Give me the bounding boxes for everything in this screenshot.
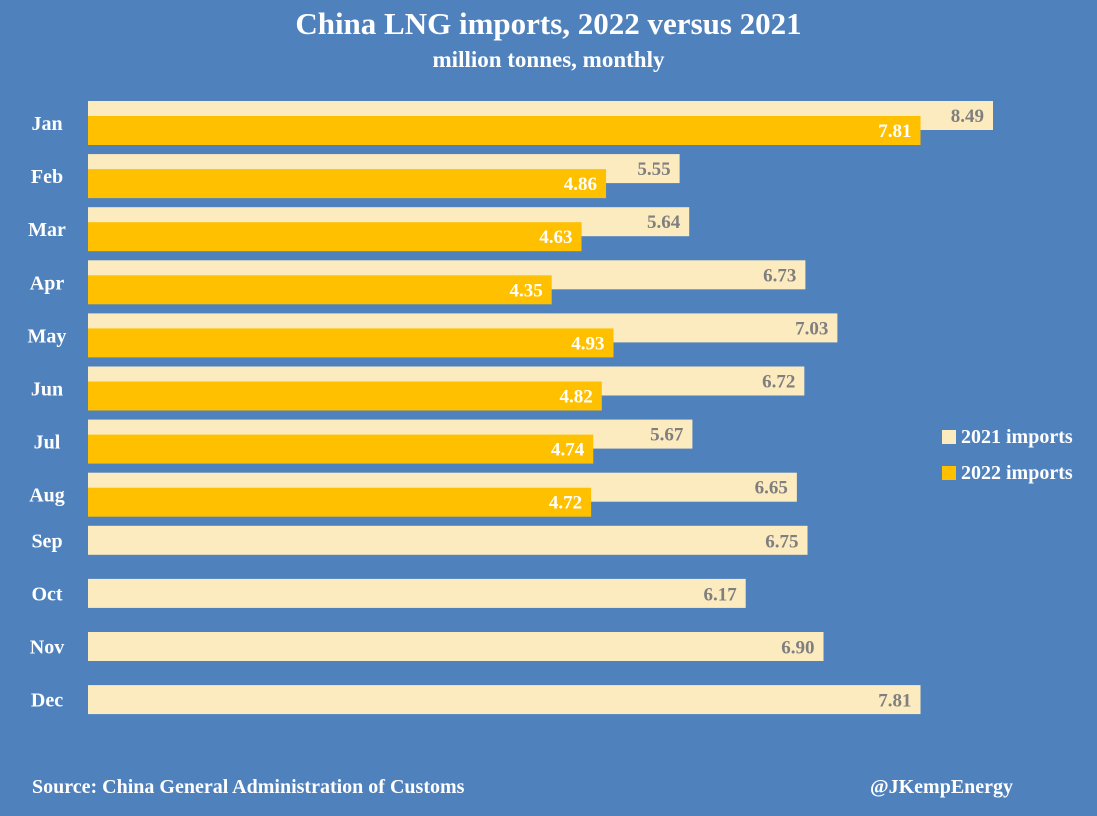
category-label-jul: Jul <box>34 432 61 454</box>
legend-item-2021: 2021 imports <box>942 419 1073 455</box>
data-label-2022-apr: 4.35 <box>509 280 542 301</box>
data-label-2022-jul: 4.74 <box>551 440 585 461</box>
category-label-apr: Apr <box>30 272 65 294</box>
category-label-mar: Mar <box>28 219 66 241</box>
data-label-2021-apr: 6.73 <box>763 265 796 286</box>
source-note: Source: China General Administration of … <box>32 776 465 798</box>
bar-2021-nov <box>88 632 824 661</box>
bar-2022-feb <box>88 169 607 199</box>
data-label-2021-jul: 5.67 <box>650 425 684 446</box>
data-label-2021-jun: 6.72 <box>762 372 795 393</box>
data-label-2021-dec: 7.81 <box>878 691 911 712</box>
bar-2021-sep <box>88 525 808 555</box>
category-label-nov: Nov <box>30 637 64 659</box>
bar-2022-aug <box>88 487 592 517</box>
data-label-2021-jan: 8.49 <box>951 106 984 127</box>
bar-2022-mar <box>88 222 582 252</box>
bar-2022-jul <box>88 434 594 464</box>
data-label-2021-sep: 6.75 <box>765 531 798 552</box>
legend: 2021 imports 2022 imports <box>942 419 1073 491</box>
legend-swatch-2022 <box>942 466 956 480</box>
category-label-jun: Jun <box>31 379 63 401</box>
data-label-2022-aug: 4.72 <box>549 493 582 514</box>
data-label-2021-mar: 5.64 <box>647 212 681 233</box>
data-label-2021-may: 7.03 <box>795 318 828 339</box>
category-label-may: May <box>28 325 67 347</box>
legend-label-2021: 2021 imports <box>961 425 1073 448</box>
data-label-2021-oct: 6.17 <box>703 584 737 605</box>
bar-2022-jun <box>88 381 602 411</box>
chart-title: China LNG imports, 2022 versus 2021 <box>295 6 802 41</box>
legend-label-2022: 2022 imports <box>961 461 1073 484</box>
data-label-2022-feb: 4.86 <box>564 174 597 195</box>
data-label-2022-may: 4.93 <box>571 333 604 354</box>
bar-2021-dec <box>88 685 921 715</box>
bar-2022-may <box>88 328 614 358</box>
category-label-jan: Jan <box>31 113 62 135</box>
data-label-2022-jun: 4.82 <box>560 387 593 408</box>
category-label-aug: Aug <box>29 485 65 507</box>
bar-2022-jan <box>88 116 921 145</box>
category-label-sep: Sep <box>31 530 62 552</box>
category-label-dec: Dec <box>31 690 63 712</box>
category-label-feb: Feb <box>31 166 63 188</box>
legend-item-2022: 2022 imports <box>942 455 1073 491</box>
bar-2022-apr <box>88 275 552 305</box>
chart-subtitle: million tonnes, monthly <box>432 47 665 72</box>
data-label-2021-aug: 6.65 <box>755 478 788 499</box>
bar-2021-oct <box>88 578 746 608</box>
data-label-2021-nov: 6.90 <box>781 638 814 659</box>
author-handle: @JKempEnergy <box>870 776 1014 798</box>
legend-swatch-2021 <box>942 430 956 444</box>
data-label-2022-mar: 4.63 <box>539 227 572 248</box>
category-label-oct: Oct <box>31 583 62 605</box>
data-label-2022-jan: 7.81 <box>878 121 911 142</box>
data-label-2021-feb: 5.55 <box>637 159 670 180</box>
